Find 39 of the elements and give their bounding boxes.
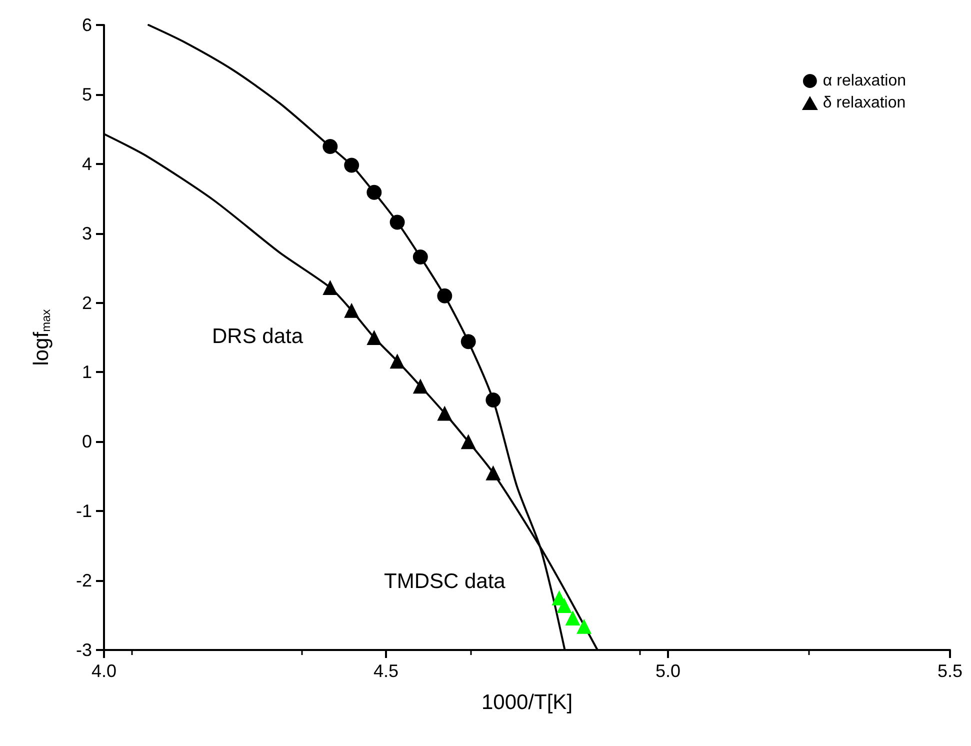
- x-axis-title: 1000/T[K]: [481, 691, 573, 714]
- point: [565, 610, 580, 626]
- annotation: DRS data: [212, 325, 304, 348]
- point: [366, 184, 382, 200]
- point: [344, 158, 360, 173]
- y-tick-label: 3: [82, 223, 92, 244]
- x-tick-label: 5.0: [655, 661, 681, 681]
- y-tick-label: -3: [76, 640, 92, 660]
- point: [412, 249, 428, 264]
- point: [390, 214, 405, 230]
- point: [322, 280, 338, 295]
- point: [437, 406, 452, 421]
- point: [486, 392, 501, 408]
- legend-label: α relaxation: [822, 72, 906, 90]
- point: [390, 354, 405, 369]
- y-tick-label: 5: [82, 84, 92, 104]
- y-tick-label: 6: [82, 15, 92, 35]
- point: [437, 288, 452, 304]
- point: [344, 302, 360, 318]
- y-tick-label: 1: [82, 362, 92, 382]
- annotation: TMDSC data: [384, 570, 506, 593]
- point: [366, 330, 382, 345]
- y-axis-title: logfmax: [30, 309, 53, 366]
- y-tick-label: 0: [82, 432, 92, 452]
- legend-label: δ relaxation: [822, 94, 906, 112]
- point: [486, 465, 501, 480]
- point: [556, 598, 572, 614]
- point: [460, 334, 476, 350]
- x-tick-label: 5.5: [937, 661, 963, 681]
- point: [576, 618, 592, 634]
- x-tick-label: 4.0: [91, 661, 117, 681]
- y-tick-label: -1: [76, 501, 92, 522]
- x-tick-label: 4.5: [373, 661, 399, 681]
- y-tick-label: -2: [76, 570, 92, 591]
- point: [322, 139, 338, 154]
- y-tick-label: 2: [82, 292, 92, 313]
- y-tick-label: 4: [82, 154, 92, 174]
- point: [460, 434, 476, 450]
- point: [412, 378, 428, 394]
